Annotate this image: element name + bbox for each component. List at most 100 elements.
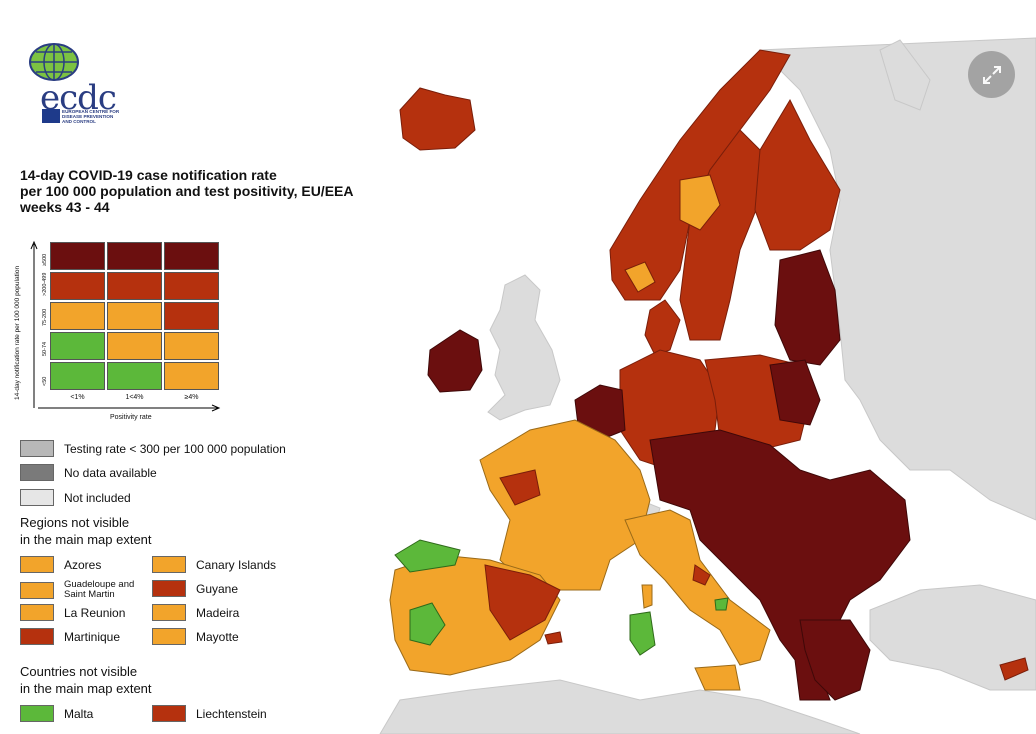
legend-label: Martinique xyxy=(64,629,121,644)
spain-green-central-region xyxy=(409,602,446,646)
italy-green-region xyxy=(714,597,729,611)
matrix-y-tick: >200-499 xyxy=(42,272,48,296)
logo-subtitle: EUROPEAN CENTRE FOR DISEASE PREVENTION A… xyxy=(62,109,120,124)
legend-swatch xyxy=(152,705,186,722)
matrix-x-axis-arrow xyxy=(38,404,221,412)
legend-label: Malta xyxy=(64,706,94,721)
france-region xyxy=(479,419,651,591)
legend-not-included: Not included xyxy=(20,489,131,506)
legend-swatch xyxy=(20,440,54,457)
legend-swatch xyxy=(20,604,54,621)
legend-item: Liechtenstein xyxy=(152,705,267,722)
matrix-y-tick: 50-74 xyxy=(42,341,48,356)
matrix-cell xyxy=(164,302,219,330)
legend-swatch xyxy=(20,489,54,506)
sardinia-region xyxy=(629,611,656,656)
legend-swatch xyxy=(20,628,54,645)
legend-swatch xyxy=(152,556,186,573)
italy-region xyxy=(624,509,771,666)
sicily-region xyxy=(694,664,741,691)
matrix-cell xyxy=(107,362,162,390)
legend-testing-rate: Testing rate < 300 per 100 000 populatio… xyxy=(20,440,286,457)
expand-button[interactable] xyxy=(968,51,1015,98)
legend-label: La Reunion xyxy=(64,605,126,620)
balearics-region xyxy=(544,631,563,645)
matrix-cell xyxy=(50,272,105,300)
legend-item: Guyane xyxy=(152,580,238,597)
matrix-cell xyxy=(107,242,162,270)
legend-label: Azores xyxy=(64,557,102,572)
legend-swatch xyxy=(20,581,54,599)
spain-green-north-region xyxy=(394,539,461,573)
legend-label: Liechtenstein xyxy=(196,706,267,721)
legend-swatch xyxy=(152,604,186,621)
baltics-region xyxy=(774,249,841,366)
legend-swatch xyxy=(20,464,54,481)
greece-region xyxy=(799,619,871,701)
regions-heading-line-1: Regions not visible xyxy=(20,515,130,530)
legend-swatch xyxy=(152,580,186,597)
legend-label: Guadeloupe and Saint Martin xyxy=(64,579,135,600)
legend-no-data: No data available xyxy=(20,464,157,481)
countries-heading-line-2: in the main map extent xyxy=(20,681,152,696)
russia-region xyxy=(758,37,1036,521)
uk-region xyxy=(487,274,561,421)
norway-orange-region xyxy=(624,261,656,293)
legend-item: La Reunion xyxy=(20,604,125,621)
expand-icon xyxy=(982,65,1001,84)
matrix-cell xyxy=(50,362,105,390)
matrix-y-axis-label: 14-day notification rate per 100 000 pop… xyxy=(14,265,21,400)
matrix-cell xyxy=(107,272,162,300)
matrix-x-axis-label: Positivity rate xyxy=(110,414,152,421)
matrix-cell xyxy=(50,332,105,360)
countries-heading-line-1: Countries not visible xyxy=(20,664,138,679)
turkey-region xyxy=(869,584,1036,691)
ecdc-logo xyxy=(20,40,130,128)
matrix-x-tick: ≥4% xyxy=(184,394,199,401)
norway-north-region xyxy=(879,39,931,111)
eu-flag-icon xyxy=(42,109,60,123)
legend-item: Guadeloupe and Saint Martin xyxy=(20,580,154,600)
iceland-region xyxy=(399,87,476,151)
matrix-cell xyxy=(164,242,219,270)
matrix-x-tick: 1<4% xyxy=(125,394,144,401)
matrix-y-axis-arrow xyxy=(30,240,38,408)
globe-icon xyxy=(29,43,79,81)
matrix-cell xyxy=(107,332,162,360)
title-line-3: weeks 43 - 44 xyxy=(20,199,110,215)
matrix-y-tick: 75-200 xyxy=(42,308,48,326)
cyprus-region xyxy=(999,657,1029,681)
regions-heading-line-2: in the main map extent xyxy=(20,532,152,547)
sweden-orange-region xyxy=(679,174,721,231)
matrix-cell xyxy=(50,302,105,330)
legend-item: Malta xyxy=(20,705,93,722)
matrix-cell xyxy=(50,242,105,270)
matrix-cell xyxy=(164,362,219,390)
legend-label: Mayotte xyxy=(196,629,239,644)
title-line-2: per 100 000 population and test positivi… xyxy=(20,183,354,199)
legend-label: Not included xyxy=(64,490,131,505)
ireland-region xyxy=(427,329,483,393)
map-title: 14-day COVID-19 case notification rate p… xyxy=(20,167,410,215)
legend-swatch xyxy=(20,705,54,722)
legend-item: Azores xyxy=(20,556,101,573)
legend-item: Mayotte xyxy=(152,628,239,645)
legend-item: Canary Islands xyxy=(152,556,276,573)
matrix-y-tick: <50 xyxy=(42,376,48,386)
legend-swatch xyxy=(20,556,54,573)
legend-label: Testing rate < 300 per 100 000 populatio… xyxy=(64,441,286,456)
catalonia-red-region xyxy=(484,564,561,641)
finland-region xyxy=(754,98,841,251)
sweden-region xyxy=(679,129,761,341)
title-line-1: 14-day COVID-19 case notification rate xyxy=(20,167,277,183)
matrix-cell xyxy=(107,302,162,330)
countries-heading: Countries not visible in the main map ex… xyxy=(20,663,220,697)
legend-label: Madeira xyxy=(196,605,240,620)
denmark-region xyxy=(644,299,681,356)
legend-item: Martinique xyxy=(20,628,120,645)
regions-heading: Regions not visible in the main map exte… xyxy=(20,514,220,548)
corsica-region xyxy=(641,584,653,609)
france-red-region xyxy=(499,469,541,506)
lithuania-poland-dark-region xyxy=(769,359,821,426)
